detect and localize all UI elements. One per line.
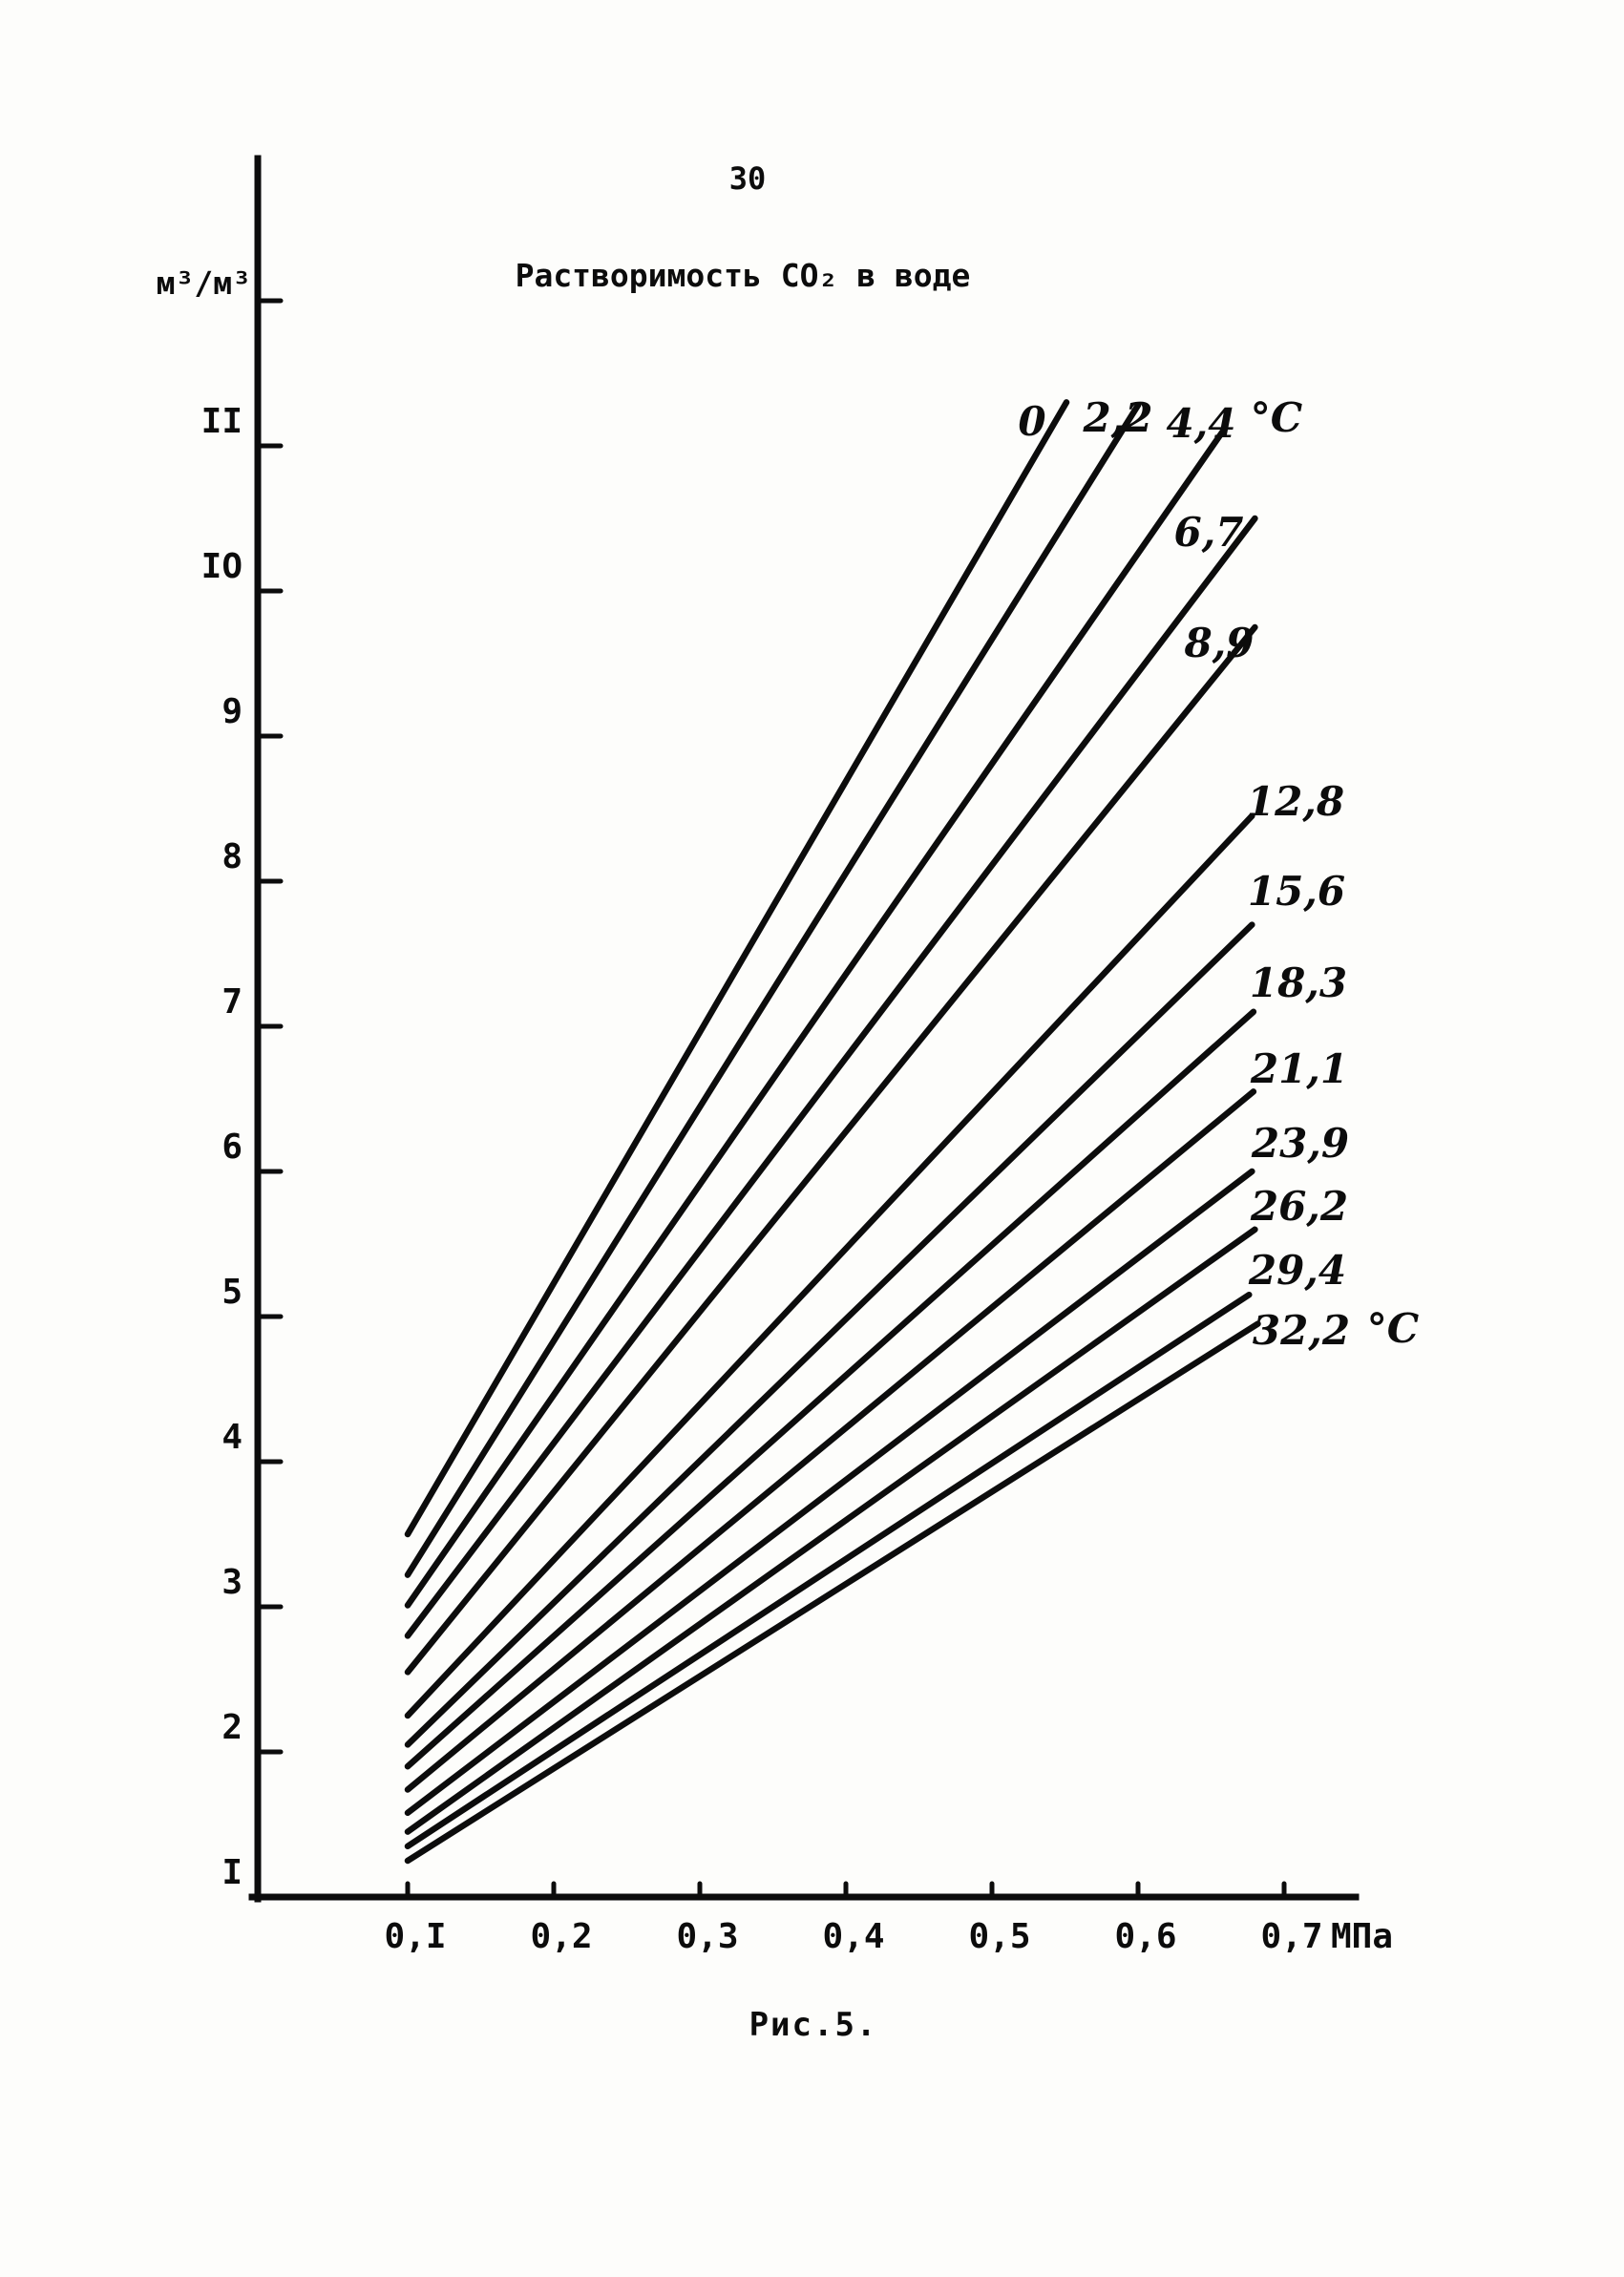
curve-label-4_4: 4,4 <box>1166 400 1235 447</box>
y-tick-label-5: 5 <box>221 1273 243 1312</box>
x-tick-label-0.5: 0,5 <box>968 1917 1030 1956</box>
curve-label-21_1: 21,1 <box>1250 1045 1348 1092</box>
curve-label-23_9: 23,9 <box>1251 1120 1349 1167</box>
curve-label-32_2: 32,2 <box>1253 1307 1350 1354</box>
chart-title: Растворимость СО₂ в воде <box>516 257 971 294</box>
y-axis-unit-label: м³/м³ <box>157 264 251 302</box>
isotherm-line-32_2 <box>404 1320 1261 1865</box>
x-tick-label-0.6: 0,6 <box>1114 1917 1176 1956</box>
y-tick-label-2: 2 <box>221 1708 243 1747</box>
x-tick-label-0.2: 0,2 <box>530 1917 592 1956</box>
isotherm-line-15_6 <box>404 921 1255 1748</box>
figure-caption: Рис.5. <box>749 2006 878 2044</box>
curve-label-8_9: 8,9 <box>1183 620 1254 666</box>
y-tick-label-6: 6 <box>221 1128 243 1167</box>
page-number: 30 <box>729 160 767 197</box>
x-axis-unit-label: МПа <box>1331 1917 1393 1956</box>
isotherm-line-0 <box>404 399 1070 1538</box>
curve-temperature-labels: 0 2,2 4,4 °C 6,7 8,9 12,8 15,6 18,3 21,1 23,9 26,2 2… <box>1018 394 1419 1354</box>
y-tick-label-4: 4 <box>221 1418 243 1457</box>
isotherm-line-23_9 <box>404 1168 1255 1817</box>
isotherm-line-6_7 <box>404 515 1258 1639</box>
y-tick-label-9: 9 <box>221 692 243 731</box>
isotherm-line-12_8 <box>404 812 1255 1719</box>
curve-label-29_4: 29,4 <box>1248 1247 1346 1294</box>
curve-label-6_7: 6,7 <box>1173 509 1243 556</box>
curve-label-°C: °C <box>1367 1305 1420 1352</box>
y-tick-label-3: 3 <box>221 1563 243 1602</box>
y-tick-label-10: IO <box>201 547 243 586</box>
isotherm-line-4_4 <box>404 428 1226 1609</box>
x-tick-label-0.7: 0,7 <box>1260 1917 1322 1956</box>
x-axis-ticks: 0,I 0,2 0,3 0,4 0,5 0,6 0,7 <box>384 1881 1323 1956</box>
curve-label-0: 0 <box>1018 398 1045 445</box>
y-tick-label-1: I <box>221 1853 243 1892</box>
isotherm-line-29_4 <box>404 1291 1253 1850</box>
y-axis-ticks: I 2 3 4 5 6 7 8 9 IO II <box>201 298 284 1892</box>
y-tick-label-11: II <box>201 402 243 441</box>
y-tick-label-8: 8 <box>221 837 243 876</box>
curve-label-°C: °C <box>1251 394 1303 441</box>
solubility-isotherms <box>404 399 1261 1865</box>
x-tick-label-0.4: 0,4 <box>822 1917 884 1956</box>
curve-label-2_2: 2,2 <box>1082 394 1152 441</box>
curve-label-18_3: 18,3 <box>1250 959 1347 1006</box>
curve-label-12_8: 12,8 <box>1247 778 1344 825</box>
x-tick-label-0.3: 0,3 <box>676 1917 738 1956</box>
curve-label-26_2: 26,2 <box>1250 1183 1348 1230</box>
isotherm-line-18_3 <box>404 1008 1257 1770</box>
isotherm-line-21_1 <box>404 1088 1257 1793</box>
isotherm-line-8_9 <box>404 623 1258 1676</box>
y-tick-label-7: 7 <box>221 982 243 1022</box>
isotherm-line-26_2 <box>404 1226 1258 1835</box>
x-tick-label-0.1: 0,I <box>384 1917 446 1956</box>
isotherm-line-2_2 <box>404 402 1142 1578</box>
curve-label-15_6: 15,6 <box>1248 868 1345 915</box>
